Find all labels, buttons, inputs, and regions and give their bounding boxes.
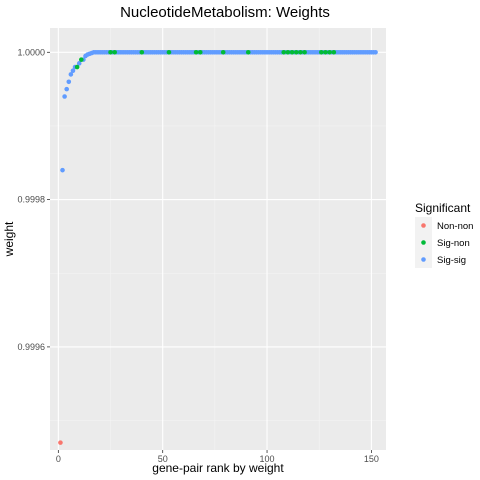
- y-tick-label: 0.9996: [17, 342, 45, 352]
- data-point-sig-sig: [64, 86, 69, 92]
- legend-label-sig-sig: Sig-sig: [437, 255, 466, 266]
- data-point-sig-non: [323, 50, 328, 55]
- data-point-sig-sig: [62, 94, 67, 99]
- data-point-sig-non: [302, 50, 307, 55]
- y-axis-ticks: 0.9996 0.9998 1.0000: [17, 47, 50, 352]
- data-point-sig-non: [108, 50, 113, 55]
- data-point-sig-non: [245, 50, 251, 55]
- data-point-sig-sig: [66, 79, 72, 85]
- legend-label-sig-non: Sig-non: [437, 238, 470, 249]
- legend-label-non-non: Non-non: [437, 221, 473, 232]
- data-point-sig-non: [193, 50, 199, 55]
- data-point-sig-non: [289, 50, 295, 55]
- y-tick-label: 1.0000: [17, 47, 45, 57]
- y-tick-label: 0.9998: [17, 195, 45, 205]
- data-points: [58, 50, 378, 445]
- data-point-sig-non: [281, 50, 287, 55]
- data-point-sig-non: [285, 50, 291, 55]
- data-point-sig-non: [220, 50, 226, 55]
- data-point-non-non: [58, 440, 63, 445]
- data-point-sig-non: [319, 50, 324, 55]
- data-point-sig-non: [166, 50, 172, 55]
- chart-title: NucleotideMetabolism: Weights: [120, 4, 330, 21]
- legend-swatch-sig-non: [421, 240, 426, 245]
- data-point-sig-non: [293, 50, 299, 55]
- data-point-sig-sig: [373, 50, 378, 55]
- data-point-sig-sig: [68, 72, 74, 77]
- legend-title: Significant: [415, 201, 471, 215]
- x-tick-label: 50: [158, 454, 168, 464]
- data-point-sig-sig: [76, 61, 82, 66]
- legend: Significant Non-non Sig-non Sig-sig: [415, 201, 473, 268]
- data-point-sig-non: [79, 57, 84, 62]
- x-tick-label: 150: [364, 454, 379, 464]
- data-point-sig-sig: [70, 68, 76, 74]
- data-point-sig-non: [331, 50, 337, 55]
- data-point-sig-non: [112, 50, 117, 55]
- data-point-sig-non: [139, 50, 145, 55]
- data-point-sig-non: [298, 50, 303, 55]
- x-axis-title: gene-pair rank by weight: [152, 461, 284, 475]
- data-point-sig-non: [197, 50, 203, 55]
- legend-swatch-sig-sig: [421, 257, 426, 262]
- x-axis-ticks: 0 50 100 150: [56, 450, 379, 464]
- data-point-sig-non: [74, 64, 80, 70]
- x-tick-label: 100: [260, 454, 275, 464]
- legend-items: Non-non Sig-non Sig-sig: [415, 217, 473, 268]
- data-point-sig-sig: [60, 167, 65, 173]
- y-axis-title: weight: [2, 221, 16, 257]
- data-point-sig-non: [327, 50, 332, 55]
- legend-swatch-non-non: [421, 223, 426, 228]
- x-tick-label: 0: [56, 454, 61, 464]
- plot-panel: [50, 28, 386, 450]
